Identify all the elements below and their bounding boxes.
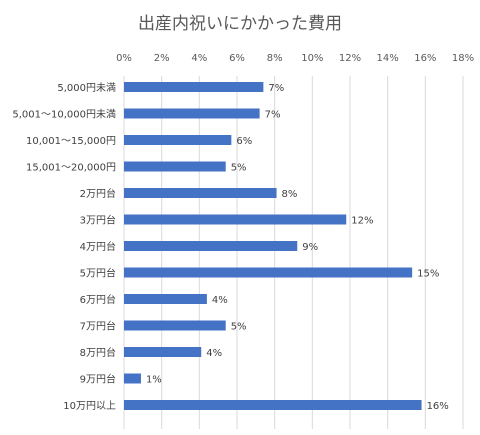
chart-title: 出産内祝いにかかった費用 bbox=[138, 14, 342, 34]
bar bbox=[124, 241, 298, 251]
category-label: 2万円台 bbox=[80, 187, 116, 200]
bar bbox=[124, 373, 141, 384]
bar bbox=[124, 267, 413, 278]
data-label: 5% bbox=[231, 163, 247, 174]
data-label: 16% bbox=[427, 401, 449, 412]
x-tick-label: 0% bbox=[116, 53, 132, 64]
category-label: 10万円以上 bbox=[63, 400, 116, 412]
category-label: 6万円台 bbox=[80, 293, 116, 306]
bar bbox=[124, 294, 207, 304]
x-tick-label: 16% bbox=[414, 53, 436, 64]
data-label: 9% bbox=[302, 242, 318, 253]
bar bbox=[124, 188, 277, 198]
x-tick-label: 12% bbox=[339, 53, 361, 64]
category-label: 5,000円未満 bbox=[57, 82, 116, 94]
data-label: 4% bbox=[206, 348, 222, 359]
category-label: 5,001～10,000円未満 bbox=[12, 109, 116, 121]
bar bbox=[124, 161, 226, 172]
data-label: 7% bbox=[268, 83, 284, 94]
bar bbox=[124, 135, 232, 145]
category-label: 3万円台 bbox=[80, 214, 116, 227]
category-label: 10,001～15,000円 bbox=[26, 136, 116, 147]
bar bbox=[124, 214, 347, 225]
bar bbox=[124, 347, 202, 357]
x-tick-label: 2% bbox=[154, 53, 170, 64]
category-label: 15,001～20,000円 bbox=[26, 163, 116, 174]
category-label: 8万円台 bbox=[80, 346, 116, 359]
data-label: 5% bbox=[231, 322, 247, 333]
data-label: 4% bbox=[212, 295, 228, 306]
bar bbox=[124, 320, 226, 331]
category-label: 5万円台 bbox=[80, 267, 116, 280]
data-label: 6% bbox=[236, 136, 252, 147]
data-label: 12% bbox=[351, 216, 373, 227]
data-label: 1% bbox=[146, 375, 162, 386]
category-label: 7万円台 bbox=[80, 320, 116, 333]
data-label: 8% bbox=[282, 189, 298, 200]
category-label: 4万円台 bbox=[80, 240, 116, 253]
data-label: 15% bbox=[417, 269, 439, 280]
bar bbox=[124, 82, 264, 92]
x-tick-label: 10% bbox=[301, 53, 323, 64]
bar bbox=[124, 108, 260, 119]
data-label: 7% bbox=[265, 110, 281, 121]
x-tick-label: 4% bbox=[191, 53, 207, 64]
x-tick-label: 8% bbox=[267, 53, 283, 64]
category-label: 9万円台 bbox=[80, 373, 116, 386]
bar bbox=[124, 400, 422, 410]
x-tick-label: 18% bbox=[452, 53, 474, 64]
x-tick-label: 6% bbox=[229, 53, 245, 64]
x-tick-label: 14% bbox=[377, 53, 399, 64]
